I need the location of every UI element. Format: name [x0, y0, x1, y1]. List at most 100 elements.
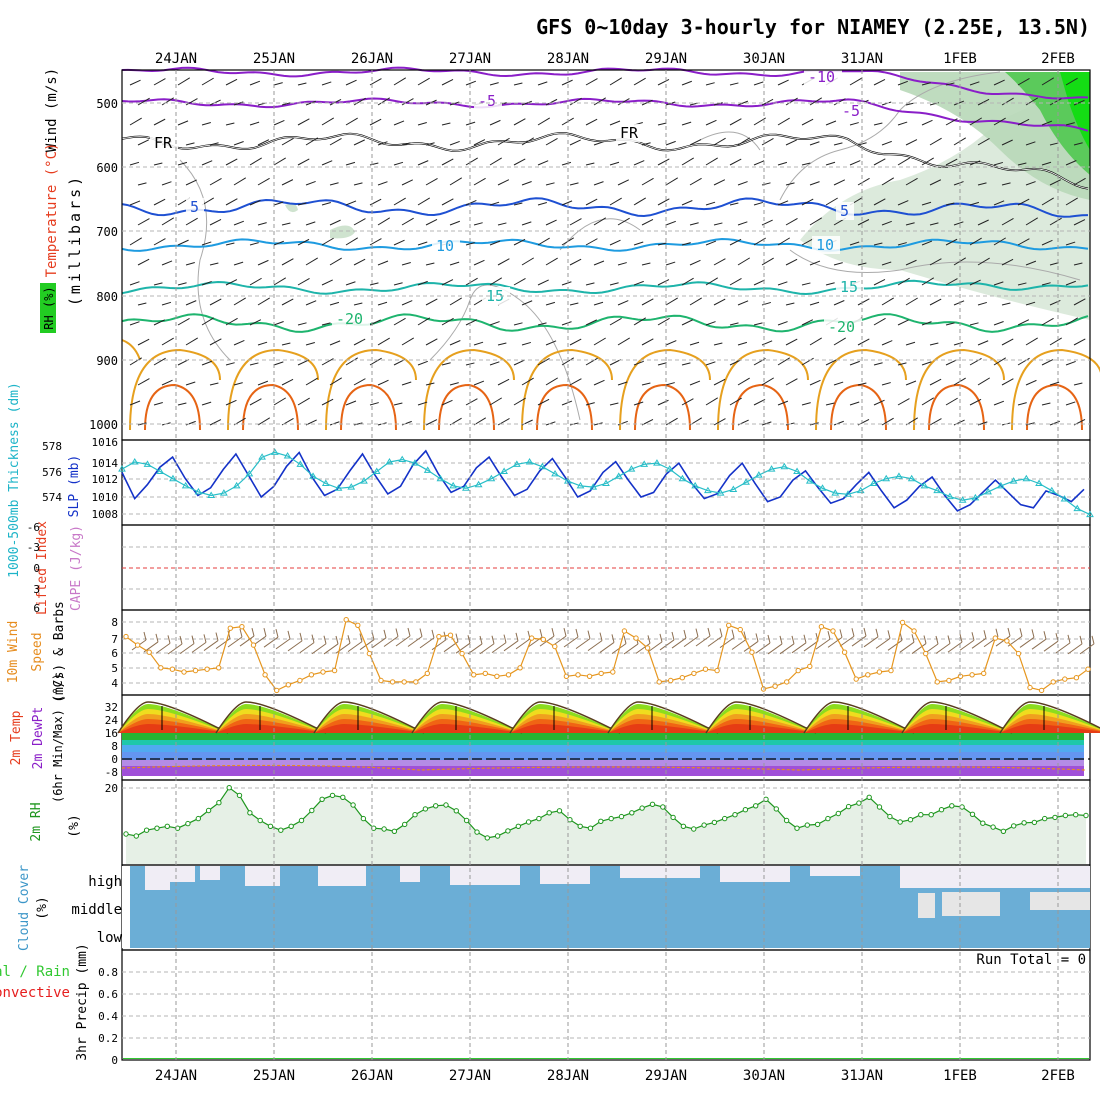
- wind10-point: [285, 682, 291, 688]
- thickness-point: [143, 460, 152, 467]
- wind-barb: [369, 357, 382, 366]
- wind10-barb: [959, 639, 975, 651]
- cloud-cover-panel: [122, 866, 1090, 948]
- wind-barb: [393, 120, 405, 126]
- wind10-barb-flag: [203, 634, 207, 643]
- wind-barb: [545, 182, 555, 186]
- wind-barb: [225, 279, 238, 286]
- wind10-barb-flag: [215, 632, 219, 641]
- wind-barb: [417, 122, 427, 126]
- wind-barb: [369, 402, 379, 406]
- wind10-point: [784, 679, 790, 685]
- wind-barb: [489, 157, 502, 166]
- wind-barb: [929, 342, 939, 346]
- rh2m-point: [649, 801, 656, 807]
- wind-barb: [209, 262, 219, 266]
- wind10-barb-flag: [563, 627, 567, 637]
- wind10-barb: [719, 637, 735, 649]
- wind-barb: [545, 421, 556, 426]
- wind-barb: [801, 357, 814, 366]
- wind-barb: [609, 317, 622, 326]
- cloud-level-high: high: [88, 874, 122, 890]
- wind10-barb-flag: [851, 628, 855, 637]
- wind-barb: [185, 98, 198, 106]
- tick-labels: 5006007008009001000578576574101610141012…: [27, 97, 1090, 1067]
- wind10-point: [505, 672, 512, 678]
- wind-barb: [585, 198, 598, 206]
- thickness-point: [169, 474, 177, 482]
- rh2m-point: [433, 803, 439, 809]
- wind-barb: [993, 79, 1005, 86]
- rh2m-point: [907, 817, 914, 823]
- wind-barb: [305, 221, 316, 226]
- wind-barb: [513, 397, 526, 406]
- wind10-point: [134, 642, 141, 648]
- wind10-barb-flag: [791, 635, 795, 644]
- thickness-point: [500, 467, 508, 475]
- wind10-point: [436, 633, 442, 640]
- wind-barb: [809, 181, 820, 186]
- wind-barb: [849, 160, 861, 166]
- wind-barb: [1041, 161, 1052, 166]
- wind10-point: [378, 677, 384, 684]
- wind10-barb: [1079, 643, 1095, 655]
- wind10-point: [227, 625, 234, 631]
- wind-barb: [561, 161, 572, 166]
- wind-barb: [441, 399, 453, 406]
- wind-barb: [401, 217, 414, 226]
- vertical-gridlines: [175, 70, 1059, 1060]
- wind-barb: [777, 321, 788, 326]
- wind-barb: [513, 322, 523, 326]
- thickness-point: [538, 462, 547, 470]
- thickness-point: [232, 481, 241, 489]
- wind-barb: [185, 337, 198, 346]
- wind-barb: [849, 241, 860, 246]
- wind-barb: [561, 321, 572, 326]
- wind-barb: [369, 162, 379, 166]
- date-label-top: 25JAN: [253, 51, 295, 67]
- wind-barb: [233, 297, 246, 306]
- wind-barb: [537, 160, 549, 166]
- wind-barb: [921, 82, 931, 86]
- slp-thickness-panel: [118, 448, 1094, 518]
- wind-barb: [665, 220, 676, 226]
- wind-barb: [209, 218, 222, 226]
- wind-barb: [929, 378, 942, 386]
- wind-barb: [617, 300, 629, 306]
- wind-barb: [777, 161, 788, 166]
- rh2m-point: [164, 823, 171, 829]
- wind-barb: [1065, 122, 1075, 126]
- wind-barb: [801, 162, 811, 166]
- wind-barb: [161, 337, 174, 346]
- wind-barb: [321, 398, 334, 406]
- rh2m-point: [804, 822, 810, 828]
- contour-label-bg: [186, 198, 204, 216]
- wind-barb: [513, 158, 526, 166]
- wind-barb: [945, 202, 955, 206]
- temp-band: [122, 760, 1084, 766]
- thickness-point: [716, 489, 725, 496]
- date-label-top: 27JAN: [449, 51, 491, 67]
- wind-barb: [137, 338, 150, 346]
- wind10-point: [262, 672, 268, 678]
- wind-barb: [281, 258, 294, 266]
- wind-barb: [1049, 262, 1059, 266]
- wind-barb: [969, 398, 982, 406]
- wind10-barb-flag: [251, 627, 255, 637]
- dewpt2m-ylabel: 2m DewPt: [31, 707, 46, 770]
- wind-barb: [777, 357, 791, 366]
- wind10-point: [830, 628, 836, 634]
- wind-barb: [465, 319, 478, 326]
- wind-barb: [945, 322, 955, 326]
- cloud-high-gap: [540, 866, 590, 884]
- wind-barb: [465, 362, 475, 366]
- wind10-ytick: 5: [111, 662, 118, 675]
- wind10-point: [552, 643, 558, 650]
- wind-barb: [305, 137, 319, 146]
- wind-barb: [705, 277, 719, 286]
- wind-barb: [1025, 301, 1036, 306]
- thickness-point: [296, 460, 305, 467]
- wind-barb: [1041, 359, 1054, 366]
- wind-barb: [369, 238, 382, 246]
- wind-barb: [833, 300, 845, 306]
